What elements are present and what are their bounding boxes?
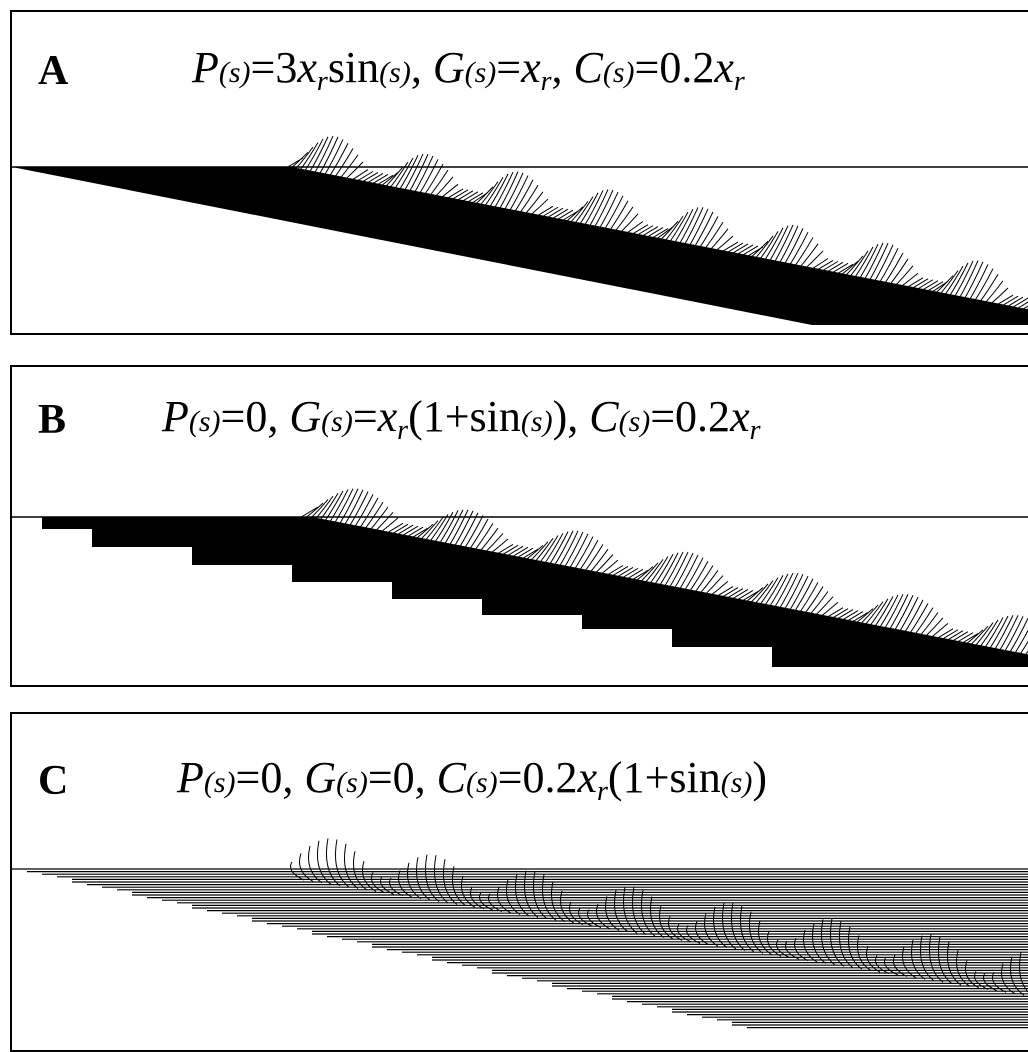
panel-b-formula: P(s)=0, G(s)=xr(1+sin(s)), C(s)=0.2xr <box>162 392 761 446</box>
panel-c-pattern <box>12 838 1028 1029</box>
panel-c-formula: P(s)=0, G(s)=0, C(s)=0.2xr(1+sin(s)) <box>177 753 768 807</box>
panel-b-letter: B <box>38 397 67 443</box>
panel-a: A P(s)=3xrsin(s), G(s)=xr, C(s)=0.2xr <box>10 10 1028 335</box>
panel-b-pattern <box>12 488 1028 667</box>
panel-a-letter: A <box>38 48 69 94</box>
panel-b: B P(s)=0, G(s)=xr(1+sin(s)), C(s)=0.2xr <box>10 365 1028 687</box>
panel-a-pattern <box>12 135 1028 325</box>
panel-a-formula: P(s)=3xrsin(s), G(s)=xr, C(s)=0.2xr <box>192 43 745 97</box>
panel-c: C P(s)=0, G(s)=0, C(s)=0.2xr(1+sin(s)) <box>10 712 1028 1052</box>
panel-c-letter: C <box>38 758 69 804</box>
